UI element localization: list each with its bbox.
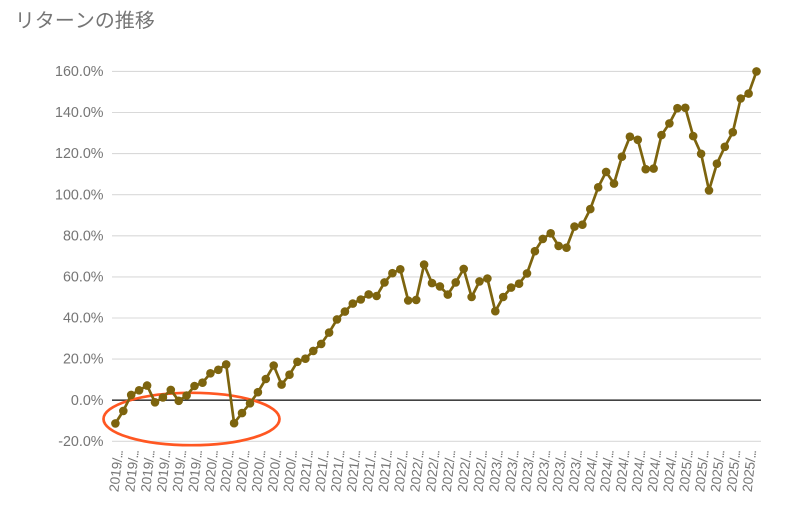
svg-text:2023/...: 2023/... <box>518 450 537 493</box>
svg-text:2019/...: 2019/... <box>138 450 157 493</box>
svg-text:2020/...: 2020/... <box>265 450 284 493</box>
svg-text:120.0%: 120.0% <box>55 146 104 162</box>
svg-text:2024/...: 2024/... <box>613 450 632 493</box>
svg-text:2024/...: 2024/... <box>660 450 679 493</box>
svg-text:20.0%: 20.0% <box>63 352 104 368</box>
svg-text:2020/...: 2020/... <box>281 450 300 493</box>
svg-text:2019/...: 2019/... <box>122 450 141 493</box>
svg-text:2025/...: 2025/... <box>692 450 711 493</box>
svg-text:2023/...: 2023/... <box>534 450 553 493</box>
svg-text:2023/...: 2023/... <box>566 450 585 493</box>
svg-text:2020/...: 2020/... <box>249 450 268 493</box>
svg-text:2023/...: 2023/... <box>486 450 505 493</box>
svg-text:100.0%: 100.0% <box>55 187 104 203</box>
svg-text:2019/...: 2019/... <box>106 450 125 493</box>
svg-text:2025/...: 2025/... <box>724 450 743 493</box>
svg-text:2023/...: 2023/... <box>502 450 521 493</box>
svg-text:2019/...: 2019/... <box>186 450 205 493</box>
svg-text:2025/...: 2025/... <box>740 450 759 493</box>
svg-text:2022/...: 2022/... <box>455 450 474 493</box>
svg-text:2022/...: 2022/... <box>471 450 490 493</box>
svg-text:60.0%: 60.0% <box>63 270 104 286</box>
svg-text:2022/...: 2022/... <box>391 450 410 493</box>
svg-text:2020/...: 2020/... <box>233 450 252 493</box>
svg-text:40.0%: 40.0% <box>63 311 104 327</box>
svg-text:2021/...: 2021/... <box>376 450 395 493</box>
svg-text:2024/...: 2024/... <box>597 450 616 493</box>
svg-text:2024/...: 2024/... <box>581 450 600 493</box>
svg-text:2021/...: 2021/... <box>312 450 331 493</box>
svg-text:160.0%: 160.0% <box>55 64 104 80</box>
svg-text:2022/...: 2022/... <box>407 450 426 493</box>
svg-text:2022/...: 2022/... <box>439 450 458 493</box>
svg-text:2019/...: 2019/... <box>170 450 189 493</box>
svg-text:2021/...: 2021/... <box>344 450 363 493</box>
svg-text:2021/...: 2021/... <box>360 450 379 493</box>
svg-text:2024/...: 2024/... <box>629 450 648 493</box>
svg-text:80.0%: 80.0% <box>63 228 104 244</box>
svg-text:140.0%: 140.0% <box>55 105 104 121</box>
svg-text:2022/...: 2022/... <box>423 450 442 493</box>
svg-text:2020/...: 2020/... <box>201 450 220 493</box>
svg-text:2023/...: 2023/... <box>550 450 569 493</box>
svg-text:2024/...: 2024/... <box>645 450 664 493</box>
svg-text:2025/...: 2025/... <box>676 450 695 493</box>
svg-text:2021/...: 2021/... <box>296 450 315 493</box>
svg-text:-20.0%: -20.0% <box>58 434 104 450</box>
svg-text:2025/...: 2025/... <box>708 450 727 493</box>
svg-text:2019/...: 2019/... <box>154 450 173 493</box>
svg-text:2021/...: 2021/... <box>328 450 347 493</box>
svg-text:0.0%: 0.0% <box>71 393 104 409</box>
svg-text:2020/...: 2020/... <box>217 450 236 493</box>
